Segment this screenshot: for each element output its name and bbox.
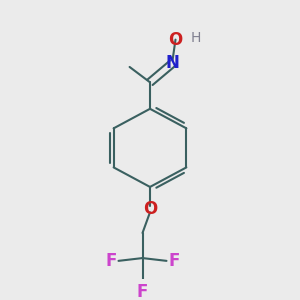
Text: O: O — [168, 31, 183, 49]
Text: F: F — [168, 252, 180, 270]
Text: F: F — [137, 283, 148, 300]
Text: H: H — [191, 31, 202, 45]
Text: N: N — [166, 54, 179, 72]
Text: O: O — [143, 200, 157, 218]
Text: F: F — [105, 252, 117, 270]
